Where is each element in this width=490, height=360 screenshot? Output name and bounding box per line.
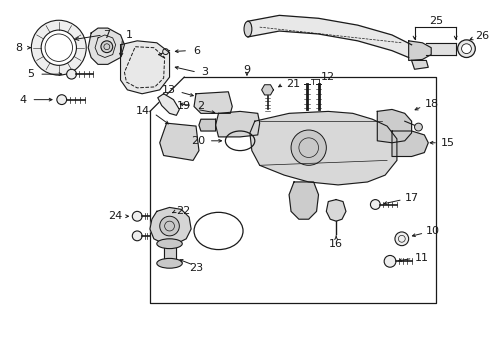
Text: 15: 15 [441, 138, 455, 148]
Polygon shape [250, 111, 397, 185]
Polygon shape [158, 94, 179, 115]
Circle shape [163, 49, 169, 55]
Text: 13: 13 [161, 85, 175, 95]
Text: 25: 25 [429, 16, 443, 26]
Text: 4: 4 [19, 95, 26, 105]
Text: 6: 6 [193, 46, 200, 56]
Text: 2: 2 [197, 100, 204, 111]
Text: 7: 7 [103, 30, 110, 40]
Polygon shape [160, 123, 199, 161]
Text: 14: 14 [136, 107, 150, 116]
Circle shape [370, 199, 380, 210]
Polygon shape [121, 41, 170, 94]
Text: 24: 24 [108, 211, 122, 221]
Text: 21: 21 [286, 79, 300, 89]
Circle shape [458, 40, 475, 58]
Polygon shape [216, 111, 260, 137]
Text: 18: 18 [424, 99, 439, 109]
Circle shape [415, 123, 422, 131]
Polygon shape [409, 41, 431, 60]
Polygon shape [194, 92, 232, 113]
Polygon shape [164, 244, 176, 263]
Polygon shape [262, 85, 273, 95]
Circle shape [101, 41, 113, 53]
Text: 19: 19 [177, 100, 191, 111]
Text: 1: 1 [125, 30, 132, 40]
Text: 16: 16 [329, 239, 343, 249]
Circle shape [160, 216, 179, 236]
Circle shape [132, 211, 142, 221]
Text: 17: 17 [405, 193, 419, 203]
Polygon shape [377, 109, 412, 143]
Polygon shape [412, 60, 428, 69]
Text: 9: 9 [244, 65, 250, 75]
Polygon shape [88, 28, 124, 64]
Text: 8: 8 [15, 43, 23, 53]
Text: 22: 22 [176, 206, 191, 216]
Text: 3: 3 [201, 67, 208, 77]
Ellipse shape [157, 258, 182, 268]
Circle shape [291, 130, 326, 165]
Polygon shape [199, 119, 216, 131]
Circle shape [67, 69, 76, 79]
Text: 23: 23 [189, 263, 203, 273]
Text: 5: 5 [27, 69, 34, 79]
Circle shape [132, 231, 142, 241]
Polygon shape [248, 15, 412, 58]
Text: 10: 10 [426, 226, 441, 236]
Polygon shape [150, 207, 191, 244]
Text: 12: 12 [320, 72, 335, 82]
Ellipse shape [157, 239, 182, 249]
Polygon shape [426, 43, 456, 55]
Circle shape [57, 95, 67, 104]
Circle shape [41, 30, 76, 66]
Polygon shape [289, 182, 318, 219]
Polygon shape [326, 199, 346, 221]
Ellipse shape [244, 21, 252, 37]
Text: 11: 11 [415, 253, 429, 264]
Text: 26: 26 [475, 31, 490, 41]
Text: 20: 20 [191, 136, 205, 146]
Circle shape [395, 232, 409, 246]
Circle shape [462, 44, 471, 54]
Circle shape [384, 256, 396, 267]
Circle shape [31, 20, 86, 75]
Polygon shape [392, 131, 428, 157]
